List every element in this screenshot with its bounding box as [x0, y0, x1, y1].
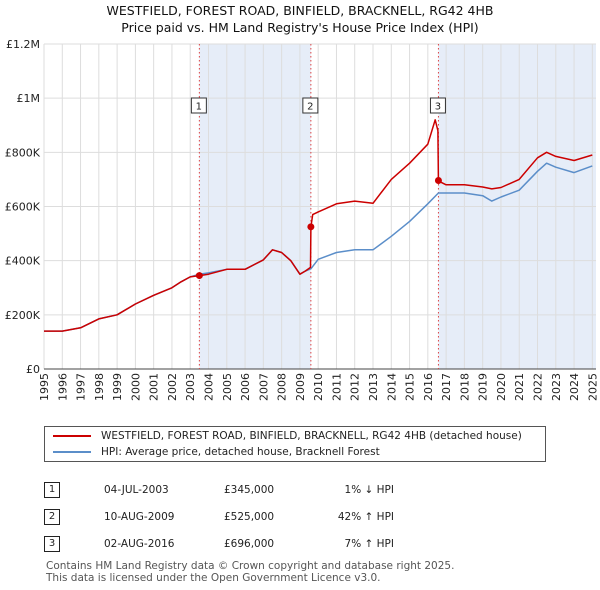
annotation-label: 1 [196, 102, 202, 113]
y-tick-label: £400K [5, 255, 41, 268]
x-tick-label: 2003 [184, 373, 197, 401]
x-tick-label: 2012 [349, 373, 362, 401]
sale-marker-box: 1 [44, 481, 60, 498]
x-tick-label: 2025 [586, 373, 599, 401]
sales-table: 1 04-JUL-2003 £345,000 1% ↓ HPI 2 10-AUG… [44, 476, 394, 557]
legend: WESTFIELD, FOREST ROAD, BINFIELD, BRACKN… [44, 426, 546, 462]
sale-point [195, 272, 203, 280]
annotation-label: 2 [307, 102, 313, 113]
annotation-box [429, 97, 446, 114]
x-tick-label: 2008 [276, 373, 289, 401]
legend-entry-hpi: HPI: Average price, detached house, Brac… [53, 444, 380, 460]
annotation-label: 3 [435, 102, 441, 113]
x-tick-label: 2004 [203, 373, 216, 401]
x-tick-label: 2013 [367, 373, 380, 401]
chart-title-line1: WESTFIELD, FOREST ROAD, BINFIELD, BRACKN… [106, 3, 494, 18]
legend-entry-property: WESTFIELD, FOREST ROAD, BINFIELD, BRACKN… [53, 428, 522, 444]
x-tick-label: 1998 [93, 373, 106, 401]
sale-price: £345,000 [224, 483, 275, 496]
x-tick-label: 1997 [75, 373, 88, 401]
x-tick-label: 1996 [56, 373, 69, 401]
sale-date: 02-AUG-2016 [104, 537, 175, 550]
series-line-property [44, 119, 593, 332]
x-tick-label: 2020 [495, 373, 508, 401]
y-tick-label: £0 [26, 363, 40, 376]
x-tick-label: 1995 [38, 373, 51, 401]
table-row: 2 10-AUG-2009 £525,000 42% ↑ HPI [44, 503, 394, 530]
x-tick-label: 2000 [129, 373, 142, 401]
x-tick-label: 2023 [550, 373, 563, 401]
legend-label-property: WESTFIELD, FOREST ROAD, BINFIELD, BRACKN… [101, 430, 522, 442]
x-tick-label: 2006 [239, 373, 252, 401]
x-tick-label: 2017 [440, 373, 453, 401]
y-tick-label: £1.2M [6, 38, 40, 51]
price-chart: £0 £200K £400K £600K £800K £1M £1.2M 1995 1996 19… [5, 38, 600, 401]
chart-title: WESTFIELD, FOREST ROAD, BINFIELD, BRACKN… [0, 2, 600, 36]
sale-hpi-diff: 7% ↑ HPI [344, 537, 394, 550]
x-tick-label: 2024 [568, 373, 581, 401]
sale-marker-box: 2 [44, 508, 60, 525]
sale-price: £696,000 [224, 537, 275, 550]
table-row: 1 04-JUL-2003 £345,000 1% ↓ HPI [44, 476, 394, 503]
footer-copyright: Contains HM Land Registry data © Crown c… [46, 560, 455, 572]
annotation-box [190, 97, 207, 114]
legend-label-hpi: HPI: Average price, detached house, Brac… [101, 446, 380, 458]
footer: Contains HM Land Registry data © Crown c… [46, 560, 454, 584]
chart-subtitle: Price paid vs. HM Land Registry's House … [121, 20, 479, 35]
sale-price: £525,000 [224, 510, 275, 523]
footer-licence: This data is licensed under the Open Gov… [46, 572, 381, 584]
x-tick-label: 2018 [458, 373, 471, 401]
x-tick-label: 2001 [148, 373, 161, 401]
sale-hpi-diff: 42% ↑ HPI [337, 510, 394, 523]
x-tick-label: 2002 [166, 373, 179, 401]
x-tick-label: 2014 [385, 373, 398, 401]
y-tick-label: £800K [5, 146, 41, 159]
table-row: 3 02-AUG-2016 £696,000 7% ↑ HPI [44, 530, 394, 557]
x-tick-label: 2019 [477, 373, 490, 401]
sale-date: 10-AUG-2009 [104, 510, 175, 523]
legend-swatch-hpi [53, 451, 91, 453]
sale-point [434, 177, 442, 184]
y-tick-label: £600K [5, 201, 41, 214]
y-tick-label: £1M [17, 92, 41, 105]
sale-marker-box: 3 [44, 535, 60, 552]
sale-point [307, 223, 315, 231]
x-tick-label: 2007 [257, 373, 270, 401]
x-tick-label: 2021 [513, 373, 526, 401]
x-tick-label: 2022 [532, 373, 545, 401]
sale-hpi-diff: 1% ↓ HPI [344, 483, 394, 496]
x-tick-label: 1999 [111, 373, 124, 401]
legend-swatch-property [53, 435, 91, 437]
x-tick-label: 2005 [221, 373, 234, 401]
x-tick-label: 2011 [330, 373, 343, 401]
x-tick-label: 2009 [294, 373, 307, 401]
annotation-box [302, 97, 319, 114]
x-tick-label: 2016 [422, 373, 435, 401]
y-tick-label: £200K [5, 309, 41, 322]
sale-date: 04-JUL-2003 [104, 483, 169, 496]
x-tick-label: 2010 [312, 373, 325, 401]
x-tick-label: 2015 [404, 373, 417, 401]
